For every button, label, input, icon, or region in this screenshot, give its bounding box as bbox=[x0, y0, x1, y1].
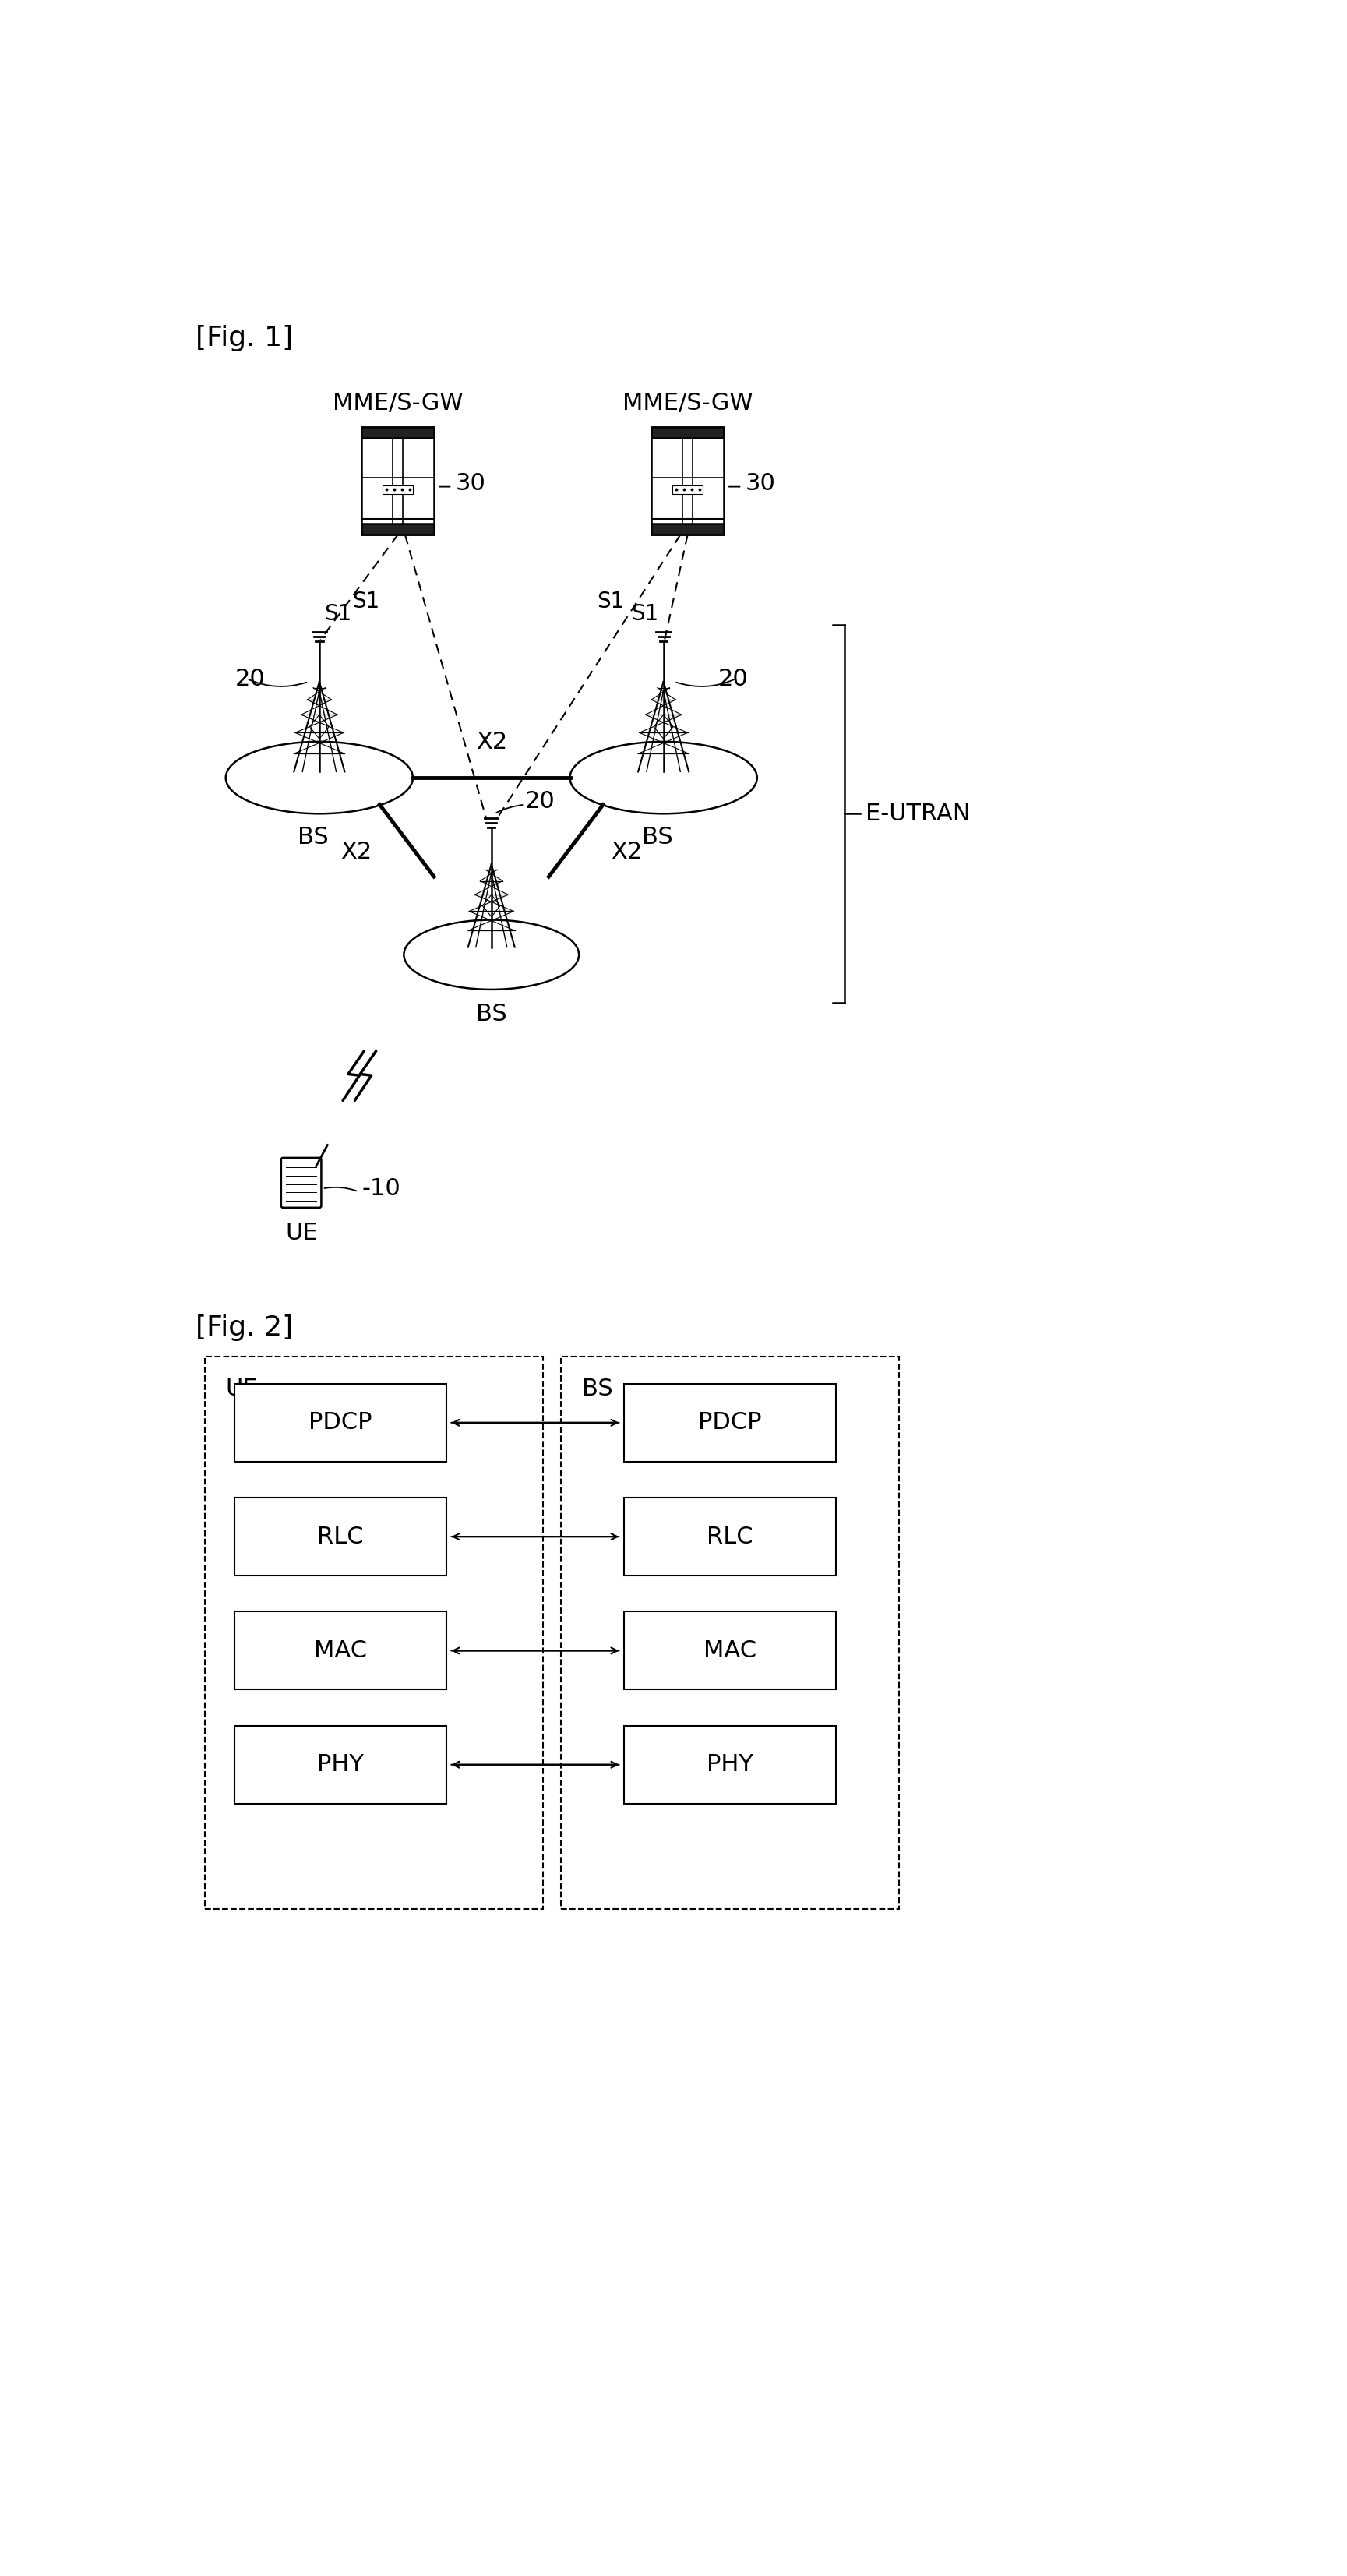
Text: UE: UE bbox=[286, 1221, 318, 1244]
Text: S1: S1 bbox=[632, 603, 659, 626]
Text: MAC: MAC bbox=[703, 1638, 757, 1662]
Text: X2: X2 bbox=[341, 840, 372, 863]
Bar bbox=[361, 428, 434, 536]
Text: 30: 30 bbox=[455, 471, 485, 495]
Bar bbox=[234, 1383, 446, 1461]
Text: S1: S1 bbox=[353, 590, 380, 613]
Bar bbox=[205, 1358, 543, 1909]
Text: E-UTRAN: E-UTRAN bbox=[866, 801, 971, 824]
Bar bbox=[624, 1726, 835, 1803]
Bar bbox=[652, 523, 723, 536]
Ellipse shape bbox=[404, 920, 579, 989]
Text: [Fig. 2]: [Fig. 2] bbox=[195, 1314, 294, 1342]
Text: MAC: MAC bbox=[314, 1638, 366, 1662]
Text: BS: BS bbox=[643, 827, 674, 848]
Bar bbox=[652, 428, 723, 536]
Bar bbox=[234, 1497, 446, 1577]
Text: 20: 20 bbox=[718, 667, 748, 690]
Bar bbox=[234, 1613, 446, 1690]
Text: PHY: PHY bbox=[317, 1754, 364, 1775]
Ellipse shape bbox=[226, 742, 414, 814]
Text: -10: -10 bbox=[361, 1177, 400, 1200]
Text: 20: 20 bbox=[524, 791, 555, 814]
Bar bbox=[624, 1383, 835, 1461]
Text: PDCP: PDCP bbox=[698, 1412, 761, 1435]
Text: BS: BS bbox=[582, 1378, 613, 1401]
Text: PHY: PHY bbox=[707, 1754, 753, 1775]
Text: RLC: RLC bbox=[318, 1525, 364, 1548]
Text: X2: X2 bbox=[612, 840, 643, 863]
Bar bbox=[652, 428, 723, 438]
Text: UE: UE bbox=[226, 1378, 259, 1401]
Bar bbox=[624, 1613, 835, 1690]
Text: 20: 20 bbox=[234, 667, 265, 690]
Text: RLC: RLC bbox=[707, 1525, 753, 1548]
FancyBboxPatch shape bbox=[282, 1157, 322, 1208]
Bar bbox=[234, 1726, 446, 1803]
Bar bbox=[361, 428, 434, 438]
Ellipse shape bbox=[570, 742, 757, 814]
Bar bbox=[361, 523, 434, 536]
Text: 30: 30 bbox=[745, 471, 776, 495]
Text: [Fig. 1]: [Fig. 1] bbox=[195, 325, 294, 350]
Text: S1: S1 bbox=[325, 603, 352, 626]
Text: MME/S-GW: MME/S-GW bbox=[333, 392, 463, 415]
Bar bbox=[672, 484, 703, 495]
Text: BS: BS bbox=[298, 827, 329, 848]
Text: X2: X2 bbox=[475, 732, 506, 755]
Text: PDCP: PDCP bbox=[308, 1412, 372, 1435]
Text: MME/S-GW: MME/S-GW bbox=[622, 392, 753, 415]
Bar bbox=[383, 484, 414, 495]
Text: S1: S1 bbox=[597, 590, 624, 613]
Bar bbox=[624, 1497, 835, 1577]
Bar bbox=[560, 1358, 898, 1909]
Text: BS: BS bbox=[475, 1002, 506, 1025]
